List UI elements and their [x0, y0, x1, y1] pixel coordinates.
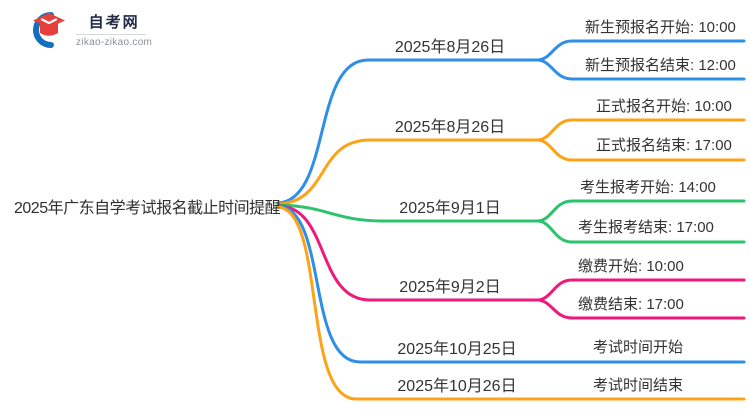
- logo-text-block: 自考网 zikao-zikao.com: [76, 10, 152, 48]
- branch-1-trunk-line: [276, 58, 539, 205]
- branch-3-trunk-line: [276, 203, 539, 223]
- branch-2-child-2-line: [535, 138, 746, 162]
- mindmap-root-title: 2025年广东自学考试报名截止时间提醒: [14, 200, 281, 217]
- branch-1-child-2-line: [535, 58, 746, 81]
- branch-2-leaf-end: 正式报名结束: 17:00: [596, 137, 732, 154]
- branch-1-leaf-start: 新生预报名开始: 10:00: [585, 19, 736, 36]
- branch-3-child-2-line: [535, 219, 746, 244]
- branch-3-date-node: 2025年9月1日: [399, 200, 501, 217]
- branch-6-date-node: 2025年10月26日: [397, 378, 517, 395]
- site-logo: 自考网 zikao-zikao.com: [24, 10, 152, 50]
- branch-1-leaf-end: 新生预报名结束: 12:00: [585, 57, 736, 74]
- graduation-cap-logo-icon: [33, 12, 65, 48]
- logo-site-name: 自考网: [88, 14, 140, 31]
- branch-2-trunk-line: [276, 138, 539, 206]
- branch-5-date-node: 2025年10月25日: [397, 341, 517, 358]
- branch-4-leaf-end: 缴费结束: 17:00: [578, 296, 684, 313]
- branch-4-date-node: 2025年9月2日: [399, 279, 501, 296]
- branch-5-line: [276, 204, 746, 364]
- branch-6-leaf: 考试时间结束: [593, 377, 684, 394]
- logo-domain-text: zikao-zikao.com: [76, 37, 153, 48]
- branch-4-child-2-line: [535, 298, 746, 320]
- branch-2-leaf-start: 正式报名开始: 10:00: [596, 98, 732, 115]
- branch-3-leaf-start: 考生报考开始: 14:00: [580, 179, 716, 196]
- branch-2-date-node: 2025年8月26日: [394, 119, 506, 136]
- branch-4-leaf-start: 缴费开始: 10:00: [578, 258, 684, 275]
- branch-4-trunk-line: [276, 204, 539, 302]
- logo-divider: [76, 34, 146, 35]
- branch-6-line: [276, 205, 746, 401]
- branch-1-date-node: 2025年8月26日: [394, 39, 506, 56]
- branch-3-leaf-end: 考生报考结束: 17:00: [578, 219, 714, 236]
- branch-5-leaf: 考试时间开始: [593, 339, 684, 356]
